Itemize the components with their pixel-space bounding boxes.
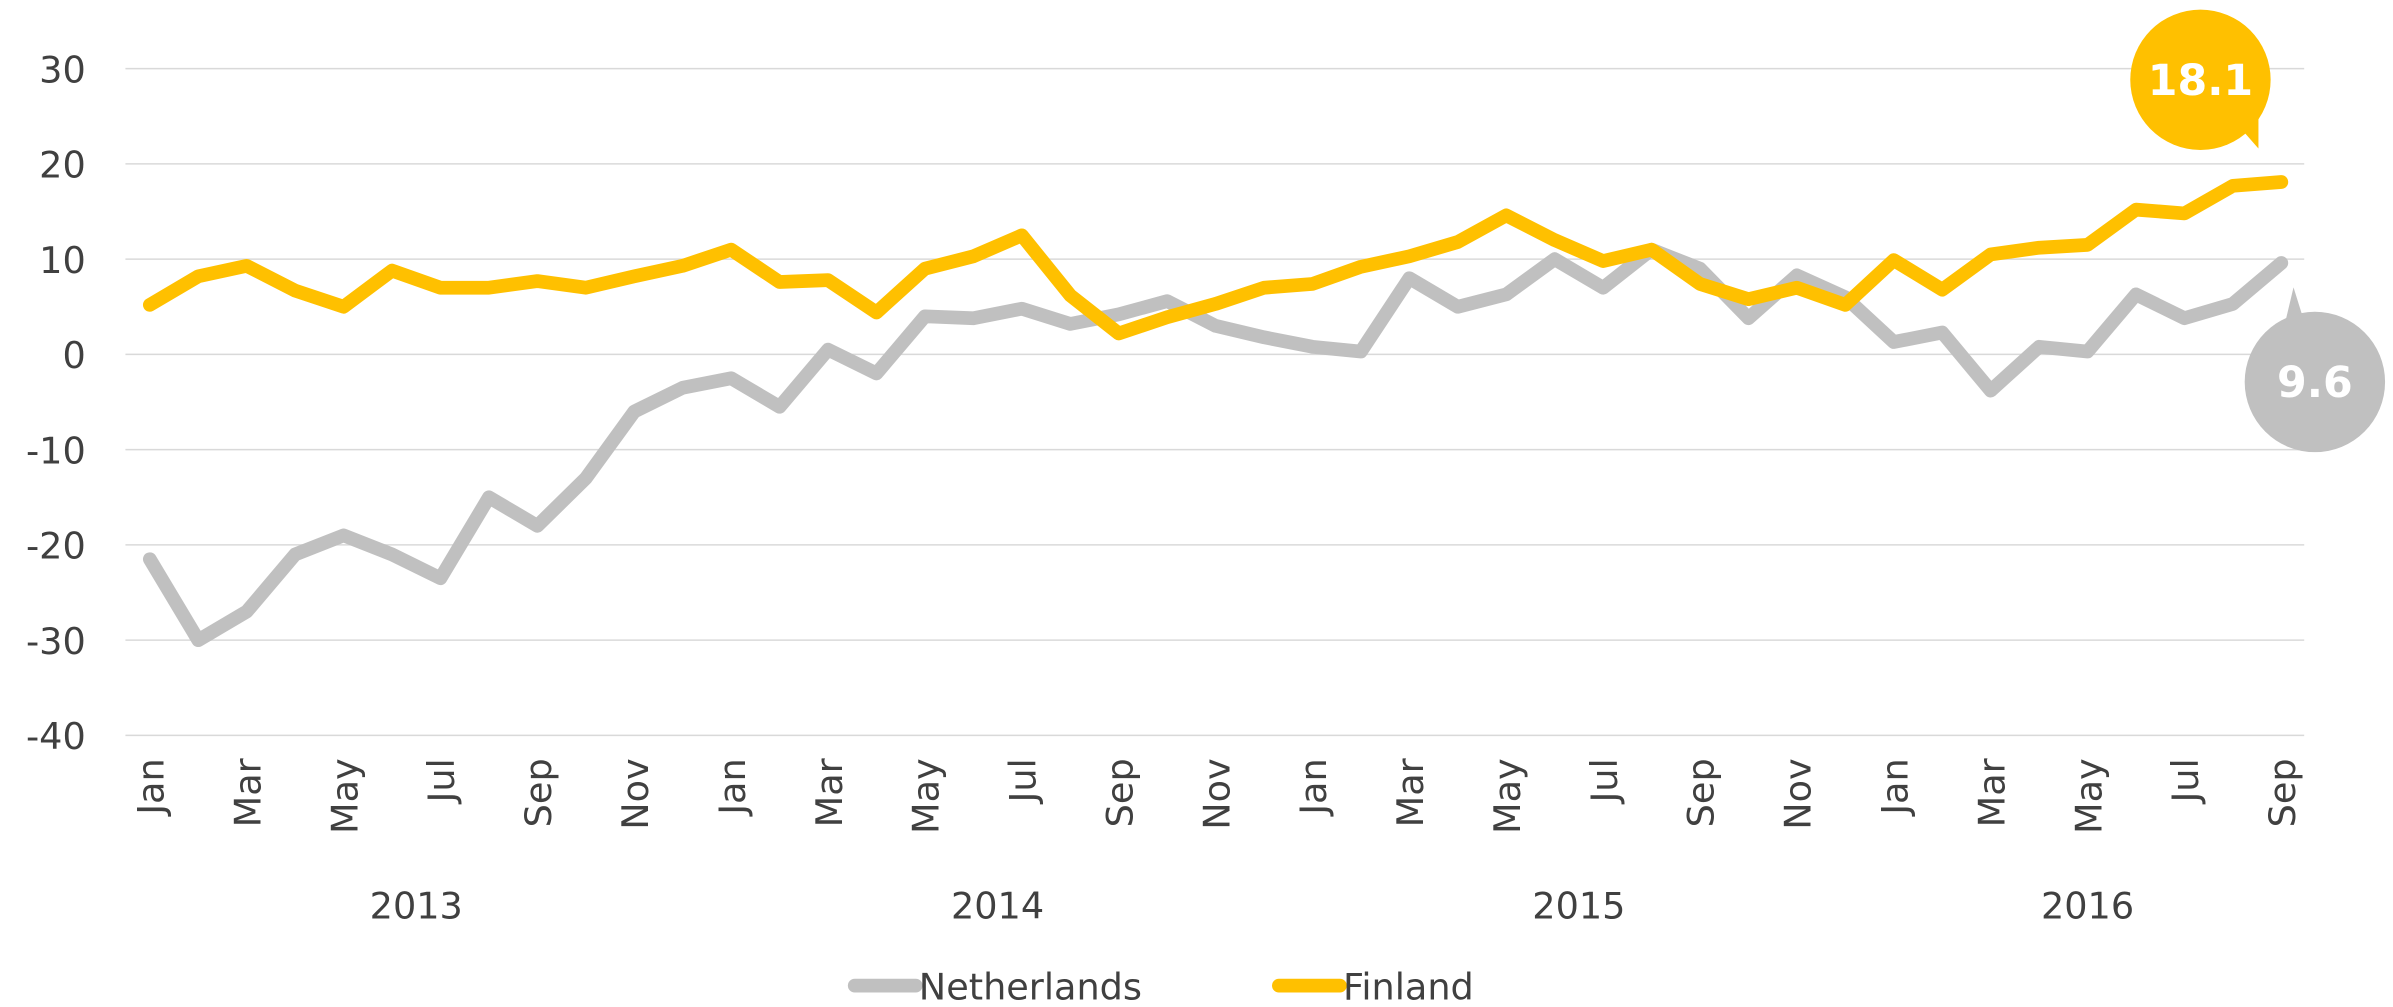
x-tick-label: Jul — [420, 758, 463, 804]
x-tick-label: May — [1486, 758, 1529, 834]
x-tick-label: Jul — [1583, 758, 1626, 804]
x-tick-label: Jan — [1292, 758, 1335, 816]
x-tick-label: Sep — [517, 758, 560, 827]
y-tick-label: 20 — [39, 144, 86, 187]
y-tick-label: -20 — [26, 525, 86, 568]
y-tick-label: -40 — [26, 715, 86, 758]
value-label: 18.1 — [2148, 56, 2253, 106]
x-tick-label: Mar — [1389, 757, 1432, 827]
year-label: 2015 — [1532, 885, 1625, 928]
x-tick-label: Sep — [1098, 758, 1141, 827]
y-tick-label: 0 — [62, 334, 85, 377]
legend-label: Finland — [1343, 965, 1474, 1007]
year-label: 2016 — [2041, 885, 2134, 928]
callout-bubble — [2244, 311, 2386, 453]
data-line — [142, 242, 2289, 648]
callout-bubble — [2130, 9, 2271, 150]
value-label: 9.6 — [2277, 358, 2353, 408]
y-tick-label: 30 — [39, 48, 86, 91]
x-tick-label: Jul — [1002, 758, 1045, 804]
x-tick-label: Sep — [2261, 758, 2304, 827]
x-tick-label: Mar — [226, 757, 269, 827]
y-tick-label: -30 — [26, 620, 86, 663]
x-tick-label: Mar — [808, 757, 851, 827]
x-tick-label: Mar — [1970, 757, 2013, 827]
x-tick-label: Jan — [130, 758, 173, 816]
x-tick-label: Jul — [2164, 758, 2207, 804]
callout: 9.6 — [2244, 287, 2386, 453]
x-tick-label: May — [323, 758, 366, 834]
y-tick-label: 10 — [39, 239, 86, 282]
y-tick-label: -10 — [26, 429, 86, 472]
year-label: 2014 — [951, 885, 1044, 928]
x-tick-label: May — [2067, 758, 2110, 834]
x-tick-label: Nov — [1777, 758, 1820, 829]
x-tick-label: May — [905, 758, 948, 834]
x-tick-label: Sep — [1680, 758, 1723, 827]
x-tick-label: Jan — [1874, 758, 1917, 816]
year-label: 2013 — [370, 885, 463, 928]
data-line — [142, 175, 2289, 341]
x-tick-label: Nov — [1195, 758, 1238, 829]
legend-label: Netherlands — [919, 965, 1142, 1007]
x-tick-label: Jan — [711, 758, 754, 816]
callout: 18.1 — [2130, 9, 2271, 150]
x-tick-label: Nov — [614, 758, 657, 829]
